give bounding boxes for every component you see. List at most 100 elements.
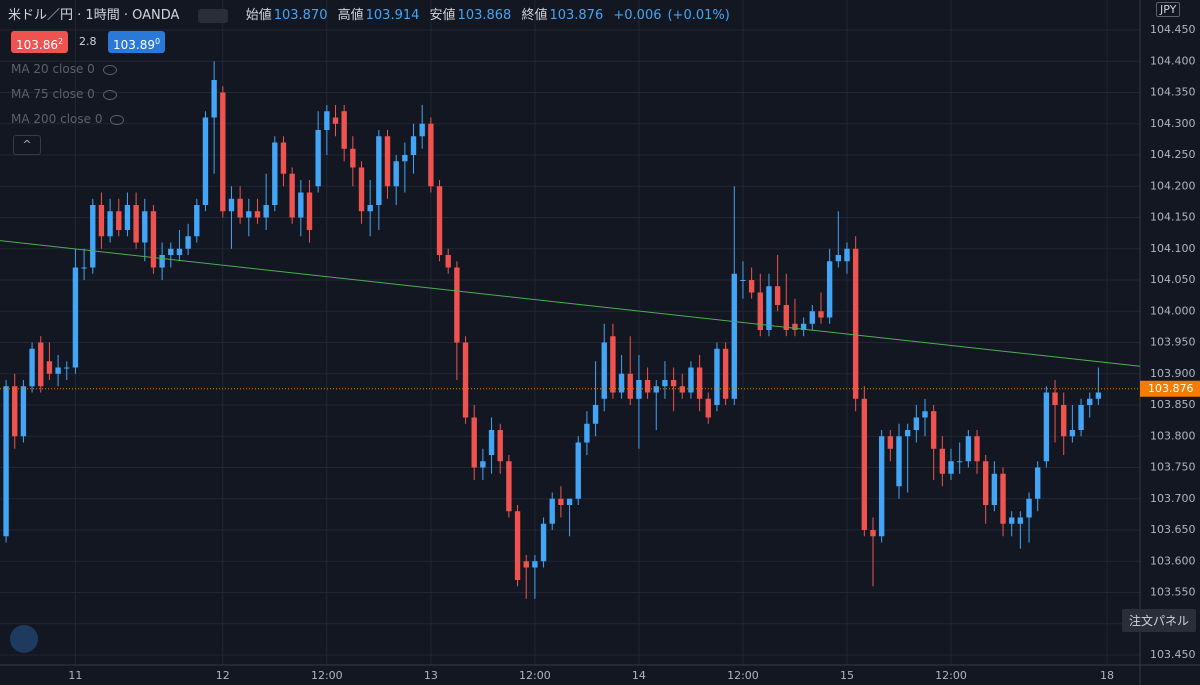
candle-body [38,342,44,387]
y-tick-label: 104.000 [1150,304,1196,317]
toggle[interactable] [197,8,228,23]
candle-body [1017,517,1024,524]
y-tick-label: 103.700 [1150,492,1196,505]
candle-body [471,417,477,468]
eye-icon[interactable] [110,114,125,125]
x-tick-label: 14 [632,669,646,682]
candle-body [844,248,850,262]
candle-body [176,248,183,255]
close: 103.876 [549,8,604,23]
y-tick-label: 104.350 [1150,86,1196,99]
candle-body [298,192,304,218]
trend-line [0,240,1141,367]
candle-body [532,561,538,568]
candle-body [376,136,382,205]
ask-sup: 0 [155,37,161,46]
candle-body [601,342,607,399]
ask: 103.89 [113,38,155,52]
candle-body [896,436,902,487]
eye-icon[interactable] [102,89,117,100]
candle-body [480,461,486,468]
candle-body [1000,473,1006,524]
indicator-label: MA 20 close 0 [11,62,95,76]
candle-body [636,380,642,399]
candle-body [766,286,772,330]
low-label: 安値 [429,8,456,23]
candle-body [618,373,625,393]
candle-body [757,292,763,330]
candle-body [488,430,495,455]
indicator[interactable]: MA 75 close 0 [11,87,117,101]
candle-body [974,436,980,462]
candle-body [679,386,685,393]
bid-sup: 2 [58,37,64,46]
candle-body [497,430,503,462]
candle-body [627,373,633,399]
candle-body [852,248,859,399]
candle-body [194,205,200,237]
candle-body [662,380,668,387]
order-panel[interactable]: 注文パネル [1122,609,1197,632]
candle-body [358,167,365,212]
indicator[interactable]: MA 20 close 0 [11,62,117,76]
y-tick-label: 103.550 [1150,586,1196,599]
candle-body [46,361,53,374]
candle-body [809,311,815,324]
sell-button[interactable]: 103.862 [11,31,69,53]
collapse-button[interactable]: ^ [13,135,41,155]
candle-body [1078,405,1084,430]
y-tick-label: 104.100 [1150,242,1196,255]
candle-body [350,148,356,168]
candle-body [584,423,590,443]
y-tick-label: 104.200 [1150,179,1196,192]
candle-body [402,155,408,162]
candle-body [722,348,729,399]
candle-body [454,267,460,343]
candle-body [150,211,157,268]
logo[interactable] [10,625,38,653]
candle-body [1052,392,1058,405]
legend-header: 米ドル／円 · 1時間 · OANDA 始値 103.870 高値 103.914 … [8,8,730,23]
low: 103.868 [457,8,512,23]
spread: 2.8 [79,35,97,48]
change: +0.006 [613,8,662,23]
eye-icon[interactable] [102,64,117,75]
candle-body [1069,430,1076,437]
y-tick-label: 104.250 [1150,148,1196,161]
candle-body [696,367,703,399]
candle-body [1087,398,1093,405]
candle-body [592,405,599,424]
candle-body [220,92,226,212]
candle-body [930,411,937,449]
y-tick-label: 104.050 [1150,273,1196,286]
open: 103.870 [273,8,328,23]
high: 103.914 [365,8,420,23]
candle-body [1035,467,1041,499]
candle-body [566,498,573,505]
price-tag-label: 103.876 [1148,382,1194,395]
candle-body [315,130,321,187]
candle-body [237,198,243,218]
y-tick-label: 103.600 [1150,554,1196,567]
buy-button[interactable]: 103.890 [108,31,166,53]
candle-body [384,136,391,187]
source: OANDA [132,8,180,23]
candle-body [800,323,807,330]
candle-body [887,436,894,449]
candle-body [12,386,18,437]
candle-body [159,255,165,268]
interval[interactable]: 1時間 [85,8,120,23]
indicator-label: MA 200 close 0 [11,112,103,126]
candle-body [792,323,798,330]
candle-body [272,142,278,205]
candle-body [124,205,131,230]
candle-body [740,280,746,281]
candle-body [324,111,330,130]
candle-body [289,173,295,218]
candle-body [653,386,659,393]
candle-body [774,286,781,305]
candle-body [540,523,547,562]
indicator[interactable]: MA 200 close 0 [11,112,125,126]
